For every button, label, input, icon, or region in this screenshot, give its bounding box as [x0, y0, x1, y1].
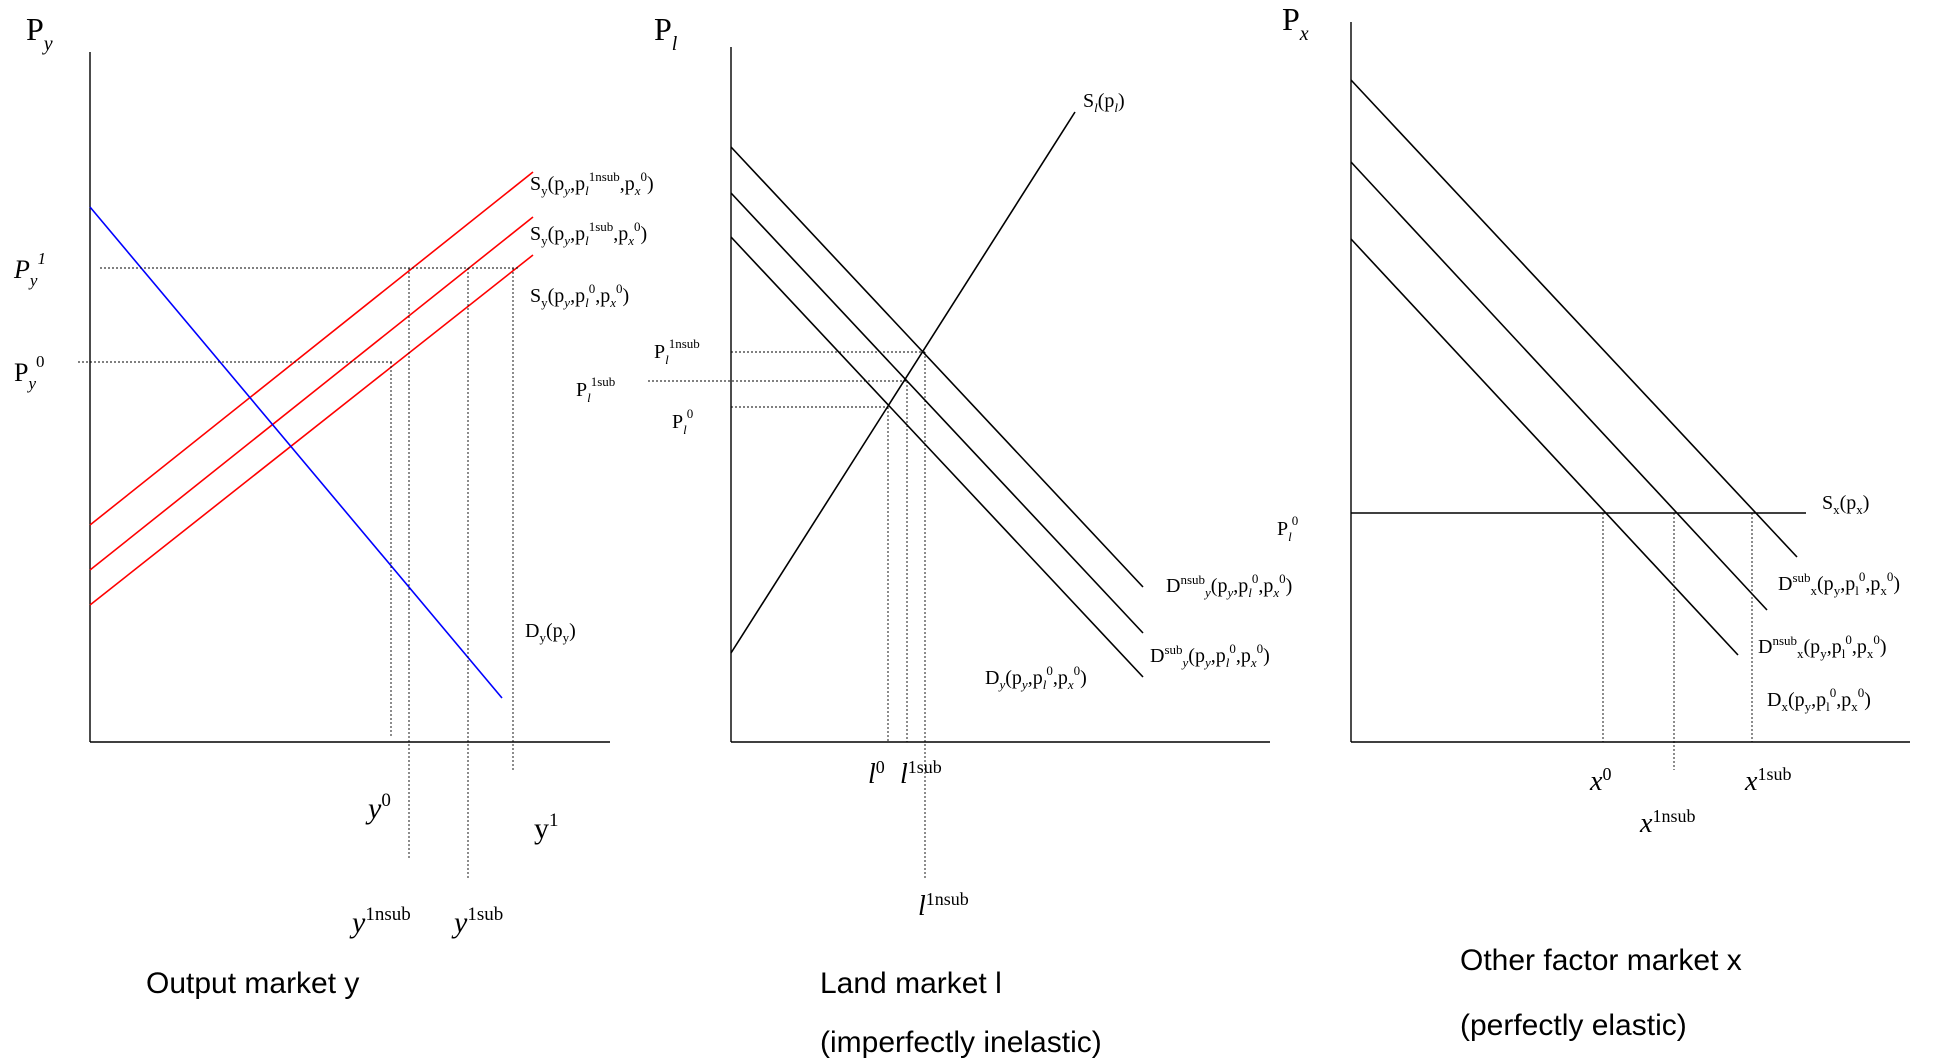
caption-land-market: Land market l	[820, 967, 1002, 1000]
supply-curve-y-1sub	[89, 216, 534, 571]
label-y1: y1	[534, 810, 559, 845]
label-demand-x-sub: Dsubx(py,pl0,px0)	[1778, 569, 1900, 598]
label-demand-land-nsub: Dnsuby(py,pl0,px0)	[1166, 571, 1292, 600]
caption-factor-market-note: (perfectly elastic)	[1460, 1009, 1687, 1042]
axis-label-pl: Pl	[654, 11, 678, 55]
demand-curve-x-nsub	[1350, 161, 1768, 611]
caption-factor-market: Other factor market x	[1460, 944, 1742, 977]
label-pl0-factor: Pl0	[1277, 513, 1298, 544]
label-pl1nsub: Pl1nsub	[654, 336, 700, 367]
demand-curve-x-base	[1350, 238, 1739, 656]
axis-label-px: Px	[1282, 1, 1309, 45]
demand-curve-x-sub	[1350, 79, 1798, 558]
supply-curve-land	[730, 111, 1076, 654]
label-pl0: Pl0	[672, 406, 693, 437]
label-py0: Py0	[14, 352, 45, 393]
label-py1: Py1	[13, 249, 46, 290]
label-x0: x0	[1589, 764, 1611, 797]
label-l1sub: l1sub	[900, 757, 942, 790]
label-supply-y-1sub: Sy(py,pl1sub,px0)	[530, 219, 647, 248]
panel-land-market: Pl Sl(pl) Pl1nsub Pl1sub Pl0 Dnsuby(py,p…	[576, 11, 1292, 1059]
panel-output-market: Py Sy(py,pl1nsub,px0) Sy(py,pl1sub,px0) …	[13, 11, 654, 1000]
label-l1nsub: l1nsub	[918, 889, 969, 922]
panel-factor-market: Px Sx(px) Pl0 Dsubx(py,pl0,px0) Dnsubx(p…	[1277, 1, 1910, 1042]
label-supply-x: Sx(px)	[1822, 492, 1869, 517]
demand-curve-land-sub	[730, 192, 1144, 634]
label-supply-land: Sl(pl)	[1083, 90, 1125, 115]
supply-curve-y-1nsub	[89, 171, 534, 526]
label-l0: l0	[868, 757, 885, 790]
label-x1nsub: x1nsub	[1639, 806, 1695, 839]
label-demand-land-sub: Dsuby(py,pl0,px0)	[1150, 641, 1270, 670]
label-demand-y: Dy(py)	[525, 620, 576, 645]
label-demand-x-nsub: Dnsubx(py,pl0,px0)	[1758, 632, 1886, 661]
label-demand-land-base: Dy(py,pl0,px0)	[985, 663, 1087, 692]
demand-curve-y	[89, 206, 503, 699]
label-supply-y-0: Sy(py,pl0,px0)	[530, 281, 629, 310]
caption-land-market-note: (imperfectly inelastic)	[820, 1026, 1102, 1059]
label-y1nsub: y1nsub	[349, 904, 411, 939]
supply-curve-y-0	[89, 254, 534, 606]
label-x1sub: x1sub	[1744, 764, 1791, 797]
label-supply-y-1nsub: Sy(py,pl1nsub,px0)	[530, 169, 654, 198]
label-y1sub: y1sub	[451, 904, 503, 939]
label-y0: y0	[365, 790, 391, 825]
label-demand-x-base: Dx(py,pl0,px0)	[1767, 685, 1871, 714]
axis-label-py: Py	[26, 11, 53, 55]
demand-curve-land-base	[730, 236, 1144, 678]
label-pl1sub: Pl1sub	[576, 374, 615, 405]
demand-curve-land-nsub	[730, 146, 1144, 588]
caption-output-market: Output market y	[146, 967, 359, 1000]
